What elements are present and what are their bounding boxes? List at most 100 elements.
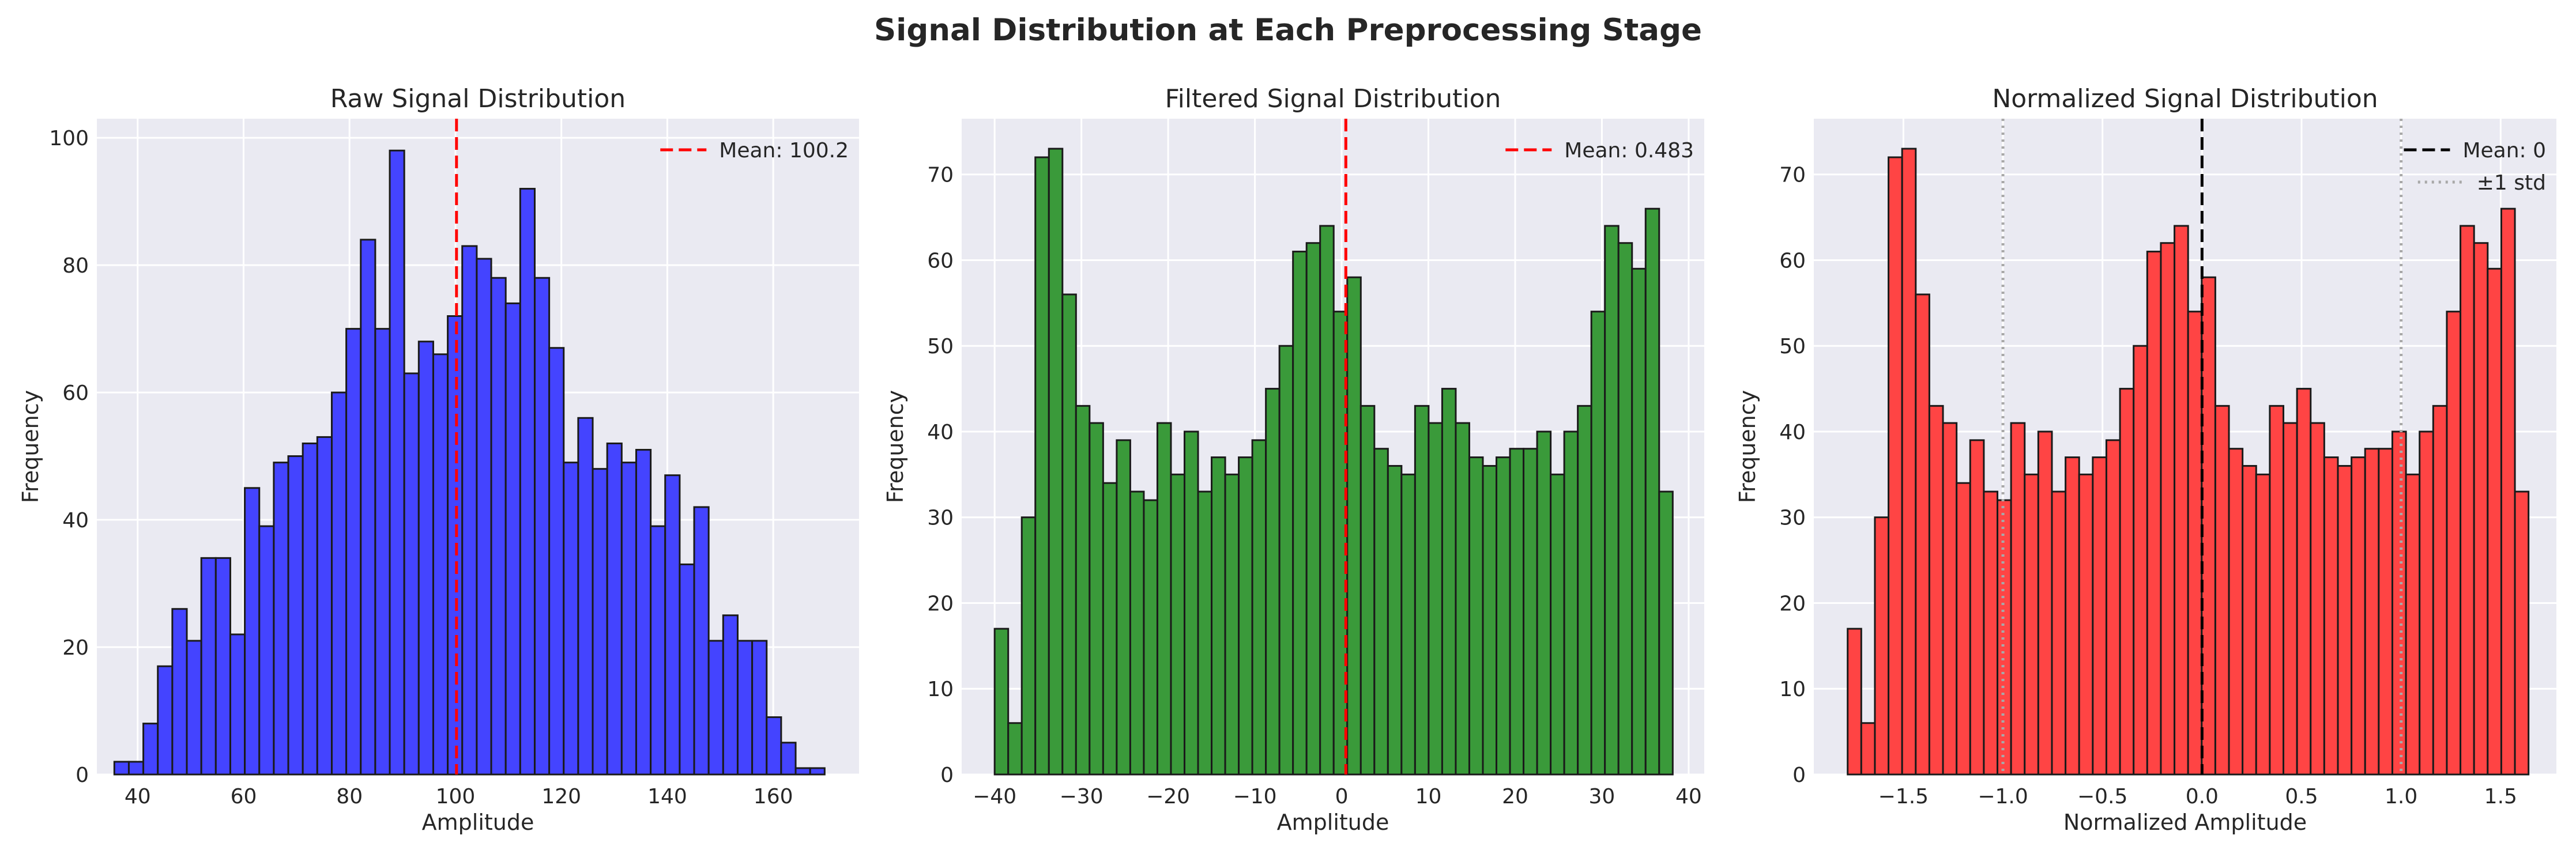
histogram-bar (1292, 251, 1308, 776)
histogram-bar (1170, 473, 1185, 776)
histogram-bar (1102, 482, 1118, 776)
histogram-bar (2269, 405, 2285, 776)
histogram-bar (2432, 405, 2448, 776)
legend-item: Mean: 100.2 (660, 139, 849, 163)
x-tick-label: 60 (231, 785, 257, 808)
histogram-bar (504, 302, 521, 776)
chart-title: Filtered Signal Distribution (1165, 84, 1501, 114)
y-tick-label: 10 (1779, 678, 1806, 701)
y-tick-labels: 0 10 20 30 40 50 60 70 (927, 164, 954, 787)
histogram-bar (993, 628, 1010, 776)
legend-label: Mean: 100.2 (719, 139, 849, 163)
histogram-bar (2065, 456, 2080, 776)
histogram-bar (577, 417, 594, 776)
y-tick-label: 100 (49, 127, 89, 150)
histogram-bar (1496, 456, 1511, 776)
histogram-bar (432, 353, 449, 776)
histogram-bar (1644, 207, 1660, 776)
x-tick-label: 10 (1415, 785, 1442, 808)
histogram-bar (650, 525, 666, 776)
y-tick-labels: 0 10 20 30 40 50 60 70 (1779, 164, 1806, 787)
x-tick-label: −30 (1060, 785, 1104, 808)
histogram-bar (1577, 405, 1592, 776)
legend-label: Mean: 0 (2462, 139, 2546, 163)
histogram-bar (1888, 156, 1903, 776)
x-tick-label: 30 (1589, 785, 1615, 808)
histogram-bar (1455, 422, 1470, 776)
y-tick-label: 20 (1779, 592, 1806, 615)
histogram-bar (1590, 311, 1606, 776)
histogram-bar (214, 557, 231, 776)
histogram-bar (1305, 242, 1321, 776)
histogram-bar (2242, 464, 2257, 776)
histogram-bar (1319, 225, 1335, 776)
histogram-bar (1034, 156, 1050, 776)
y-tick-label: 80 (62, 254, 89, 278)
y-tick-label: 0 (1792, 764, 1806, 787)
histogram-bar (1061, 293, 1077, 776)
x-tick-label: 1.0 (2385, 785, 2417, 808)
y-tick-label: 0 (76, 764, 89, 787)
x-tick-label: −1.5 (1878, 785, 1929, 808)
y-tick-label: 70 (1779, 164, 1806, 187)
histogram-bar (1414, 405, 1430, 776)
y-tick-label: 30 (927, 507, 954, 530)
histogram-bar (736, 640, 754, 776)
histogram-bar (1359, 405, 1376, 776)
legend-item: Mean: 0 (2404, 139, 2546, 163)
histogram-bar (2133, 345, 2148, 776)
histogram-bar (2323, 456, 2339, 776)
histogram-bar (476, 258, 492, 776)
histogram-bar (1631, 267, 1647, 776)
y-tick-label: 40 (1779, 421, 1806, 444)
chart-panel-filtered: −40 −30 −20 −10 0 10 20 30 40 0 10 20 30 40 50 60 70 Filt… (883, 84, 1704, 835)
x-tick-label: 120 (541, 785, 581, 808)
histogram-bar (2187, 311, 2203, 776)
histogram-bar (1116, 439, 1131, 776)
histogram-bar (606, 442, 623, 776)
histogram-bar (1482, 464, 1498, 776)
x-tick-label: 0.5 (2285, 785, 2318, 808)
histogram-bar (2078, 473, 2094, 776)
y-axis-label: Frequency (883, 390, 908, 503)
y-tick-label: 20 (62, 636, 89, 660)
chart-title: Raw Signal Distribution (330, 84, 626, 114)
histogram-bar (1129, 490, 1145, 776)
histogram-bar (2310, 422, 2325, 776)
legend-item: Mean: 0.483 (1505, 139, 1694, 163)
histogram-bar (1075, 405, 1091, 776)
y-tick-label: 60 (62, 381, 89, 405)
y-tick-labels: 0 20 40 60 80 100 (49, 127, 89, 787)
y-tick-label: 0 (940, 764, 954, 787)
histogram-bar (2405, 473, 2421, 776)
histogram-bar (2473, 242, 2489, 776)
x-tick-label: 80 (336, 785, 363, 808)
histogram-bar (2024, 473, 2039, 776)
histogram-bar (157, 665, 174, 776)
y-tick-label: 60 (927, 249, 954, 273)
histogram-bar (620, 462, 637, 776)
histogram-bar (664, 474, 681, 776)
histogram-bar (389, 149, 405, 776)
histogram-bar (127, 761, 145, 776)
histogram-bar (1211, 456, 1226, 776)
histogram-bar (2419, 430, 2434, 776)
histogram-bar (1860, 722, 1876, 776)
histogram-bar (1346, 276, 1362, 776)
x-axis-label: Amplitude (422, 810, 534, 835)
histogram-bar (2487, 267, 2502, 776)
histogram-bar (2296, 388, 2312, 776)
histogram-bar (1428, 422, 1443, 776)
histogram-bar (1238, 456, 1253, 776)
histogram-bar (345, 328, 362, 776)
histogram-bar (1969, 439, 1985, 776)
y-axis-label: Frequency (18, 390, 43, 503)
histogram-bar (113, 761, 130, 776)
histogram-bar (1523, 448, 1538, 776)
chart-panel-raw: 40 60 80 100 120 140 160 0 20 40 60 80 100 Raw Signal… (18, 84, 859, 835)
histogram-bar (794, 767, 811, 776)
histogram-bar (1224, 473, 1240, 776)
histogram-bar (2174, 225, 2189, 776)
histogram-bar (2092, 456, 2107, 776)
chart-title: Normalized Signal Distribution (1992, 84, 2378, 114)
